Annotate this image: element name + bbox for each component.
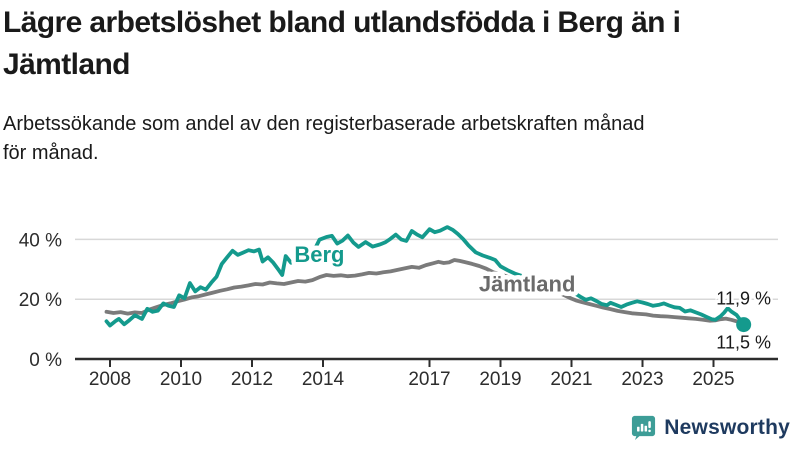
y-axis-label-20: 20 % <box>19 290 62 311</box>
chart-title-line-1: Lägre arbetslöshet bland utlandsfödda i … <box>3 6 681 39</box>
x-axis-tick-label-2021: 2021 <box>550 369 592 390</box>
logo-bar-2 <box>641 423 644 432</box>
newsworthy-logo[interactable]: Newsworthy <box>630 414 790 441</box>
logo-bar-1 <box>637 426 640 432</box>
end-value-label-berg: 11,5 % <box>716 333 771 353</box>
newsworthy-speech-bubble-icon <box>632 415 656 441</box>
series-label-jamtland: Jämtland <box>479 272 576 297</box>
logo-exclamation-bar <box>648 421 652 429</box>
y-axis-label-0: 0 % <box>29 350 62 371</box>
x-axis-tick-label-2010: 2010 <box>160 369 202 390</box>
brand-wordmark: Newsworthy <box>664 415 790 439</box>
x-axis-tick-label-2025: 2025 <box>692 369 734 390</box>
logo-exclamation-dot <box>648 429 652 433</box>
logo-bar-3 <box>644 425 648 432</box>
chart-title: Lägre arbetslöshet bland utlandsfödda i … <box>3 2 681 86</box>
endpoint-marker-berg <box>736 317 752 333</box>
series-line-jamtland <box>104 258 746 326</box>
chart-title-line-2: Jämtland <box>3 48 131 81</box>
chart-subtitle: Arbetssökande som andel av den registerb… <box>3 110 645 168</box>
chart-subtitle-line-2: för månad. <box>3 142 99 164</box>
y-axis-label-40: 40 % <box>19 230 62 251</box>
series-label-berg: Berg <box>294 242 344 267</box>
x-axis-tick-label-2017: 2017 <box>408 369 450 390</box>
x-axis-tick-label-2014: 2014 <box>302 369 345 390</box>
x-axis-tick-label-2012: 2012 <box>231 369 273 390</box>
x-axis-tick-label-2023: 2023 <box>621 369 663 390</box>
end-value-label-jamtland: 11,9 % <box>716 288 771 308</box>
x-axis-tick-label-2008: 2008 <box>89 369 131 390</box>
chart-subtitle-line-1: Arbetssökande som andel av den registerb… <box>3 113 645 135</box>
x-axis-tick-label-2019: 2019 <box>479 369 521 390</box>
series-line-berg <box>104 225 746 328</box>
